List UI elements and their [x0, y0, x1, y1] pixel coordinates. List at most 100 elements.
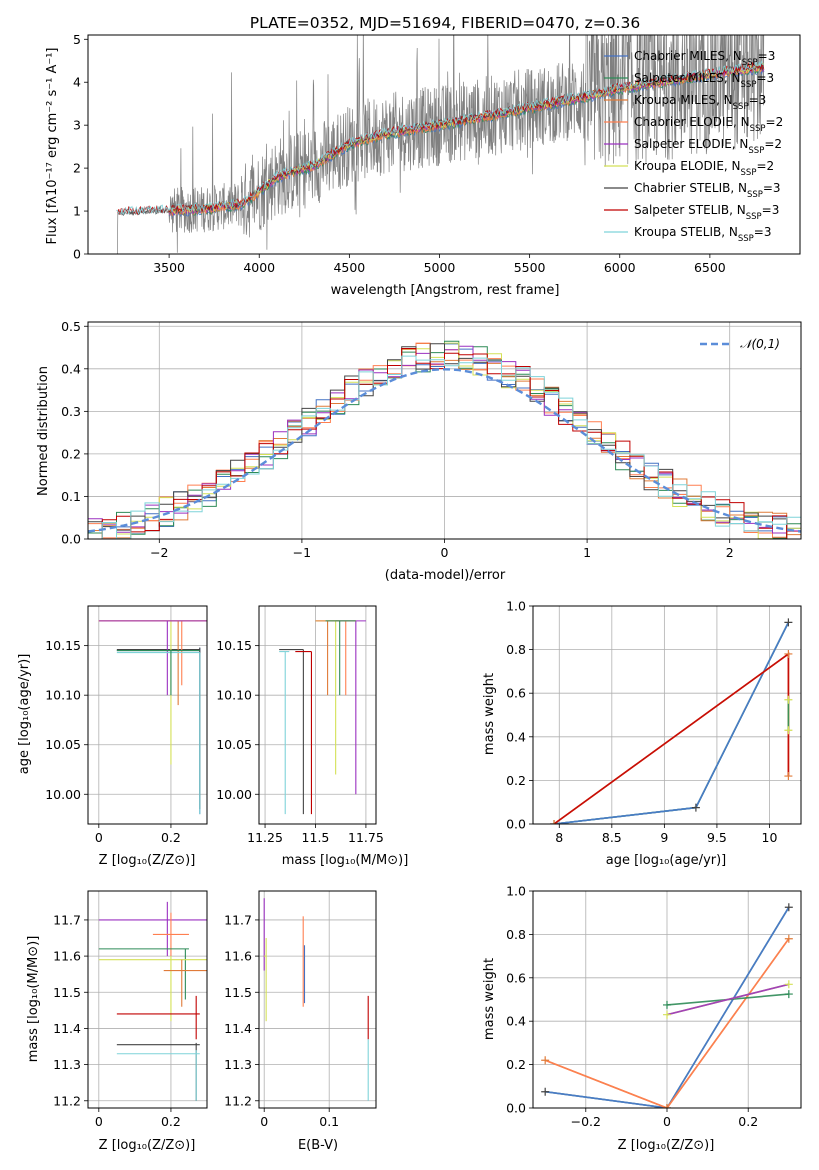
axes-frame: [258, 605, 377, 825]
age-vs-metallicity-panel: 0 0.2 10.00 10.05 10.10 10.15: [45, 605, 208, 845]
mass-weight-line: [545, 906, 790, 1108]
ageZ-xlabel: Z [log₁₀(Z/Z⊙)]: [99, 853, 196, 868]
mass-weight-marker: [784, 934, 793, 943]
x-tick-label: 11.5: [302, 830, 330, 845]
x-tick-label: 4000: [243, 260, 275, 275]
ageZ-ylabel: age [log₁₀(age/yr)]: [17, 654, 32, 775]
y-tick-label: 0.0: [61, 532, 81, 547]
wAge-xlabel: age [log₁₀(age/yr)]: [606, 853, 727, 868]
legend-subscript: SSP: [741, 168, 757, 178]
figure-title: PLATE=0352, MJD=51694, FIBERID=0470, z=0…: [250, 14, 640, 32]
x-tick-label: 10: [762, 830, 778, 845]
mass-weight-marker: [541, 1087, 550, 1096]
y-tick-label: 2: [73, 161, 81, 176]
y-tick-label: 0.8: [506, 927, 526, 942]
x-tick-label: 5000: [424, 260, 456, 275]
weight-vs-metallicity-panel: −0.2 0 0.2 0.0 0.2 0.4 0.6 0.8 1.0: [506, 884, 802, 1129]
residuals-xlabel: (data-model)/error: [385, 568, 506, 583]
mass-weight-marker: [663, 1000, 671, 1009]
legend-suffix: =3: [754, 225, 772, 239]
y-tick-label: 10.10: [45, 688, 81, 703]
legend-subscript: SSP: [733, 102, 749, 112]
gaussian-curve: [88, 368, 801, 533]
x-tick-label: 3500: [153, 260, 185, 275]
residual-histogram-step: [88, 355, 801, 539]
y-tick-label: 0.5: [61, 319, 81, 334]
spectrum-xlabel: wavelength [Angstrom, rest frame]: [331, 283, 560, 298]
y-tick-label: 0.4: [61, 361, 81, 376]
y-tick-label: 0.2: [506, 1057, 526, 1072]
y-tick-label: 10.05: [216, 737, 252, 752]
x-tick-label: 11.75: [348, 830, 384, 845]
plot-area: [98, 620, 207, 815]
legend-subscript: SSP: [742, 58, 758, 68]
plot-area: [541, 903, 793, 1108]
x-tick-label: 1: [583, 545, 591, 560]
y-tick-label: 4: [73, 75, 81, 90]
legend-suffix: =2: [764, 137, 782, 151]
x-tick-label: 6500: [694, 260, 726, 275]
plot-area: [263, 898, 369, 1101]
residuals-legend: 𝒩(0,1): [700, 337, 780, 351]
x-tick-label: 0.2: [161, 830, 181, 845]
y-tick-label: 0.6: [506, 970, 526, 985]
y-tick-label: 11.2: [224, 1093, 252, 1108]
y-tick-label: 10.10: [216, 688, 252, 703]
y-tick-label: 0.4: [506, 1014, 526, 1029]
x-tick-label: 0: [663, 1114, 671, 1129]
legend-suffix: =2: [756, 159, 774, 173]
age-vs-mass-panel: 11.25 11.5 11.75 10.00 10.05 10.10 10.15: [216, 605, 384, 845]
y-tick-label: 0.0: [506, 1101, 526, 1116]
axes-frame: [87, 605, 208, 825]
mass-weight-marker: [691, 803, 700, 812]
y-tick-label: 0.0: [506, 817, 526, 832]
mass-weight-marker: [784, 990, 793, 999]
y-tick-label: 1: [73, 204, 81, 219]
axes-frame: [87, 34, 801, 255]
legend-subscript: SSP: [746, 212, 762, 222]
observed-spectrum-line: [115, 35, 765, 254]
mass-weight-marker: [550, 820, 559, 824]
axes-frame: [532, 605, 802, 825]
y-tick-label: 11.5: [224, 985, 252, 1000]
mass-weight-marker: [784, 980, 793, 989]
y-tick-label: 10.15: [45, 638, 81, 653]
y-tick-label: 10.00: [216, 787, 252, 802]
model-spectrum-line: [117, 61, 764, 216]
x-tick-label: 9: [660, 830, 668, 845]
mass-weight-marker: [663, 1010, 671, 1019]
mass-weight-marker: [663, 1104, 671, 1108]
wZ-xlabel: Z [log₁₀(Z/Z⊙)]: [618, 1138, 715, 1153]
x-tick-label: 0: [260, 1114, 268, 1129]
x-tick-label: −0.2: [571, 1114, 601, 1129]
mass-vs-metallicity-panel: 0 0.2 11.2 11.3 11.4 11.5 11.6 11.7: [53, 890, 208, 1129]
y-tick-label: 5: [73, 32, 81, 47]
y-tick-label: 0.3: [61, 404, 81, 419]
x-tick-label: 5500: [514, 260, 546, 275]
plot-area: [115, 35, 765, 254]
x-tick-label: −2: [150, 545, 168, 560]
y-tick-label: 10.05: [45, 737, 81, 752]
x-tick-label: 9.5: [707, 830, 727, 845]
x-tick-label: 6000: [604, 260, 636, 275]
y-tick-label: 0.2: [61, 446, 81, 461]
y-tick-label: 11.6: [224, 949, 252, 964]
axes-frame: [87, 890, 208, 1109]
y-tick-label: 11.5: [53, 985, 81, 1000]
x-tick-label: 0.2: [738, 1114, 758, 1129]
y-tick-label: 10.00: [45, 787, 81, 802]
y-tick-label: 11.7: [224, 912, 252, 927]
y-tick-label: 11.4: [224, 1021, 252, 1036]
x-tick-label: 4500: [333, 260, 365, 275]
mass-weight-marker: [784, 903, 793, 912]
y-tick-label: 0.4: [506, 729, 526, 744]
massEbv-xlabel: E(B-V): [298, 1138, 338, 1153]
plot-area: [279, 620, 366, 815]
y-tick-label: 1.0: [506, 884, 526, 899]
legend-label: 𝒩(0,1): [740, 337, 780, 351]
x-tick-label: 0: [95, 830, 103, 845]
y-tick-label: 0: [73, 247, 81, 262]
mass-weight-marker: [541, 1056, 550, 1065]
mass-weight-line: [666, 983, 789, 1016]
massZ-xlabel: Z [log₁₀(Z/Z⊙)]: [99, 1138, 196, 1153]
